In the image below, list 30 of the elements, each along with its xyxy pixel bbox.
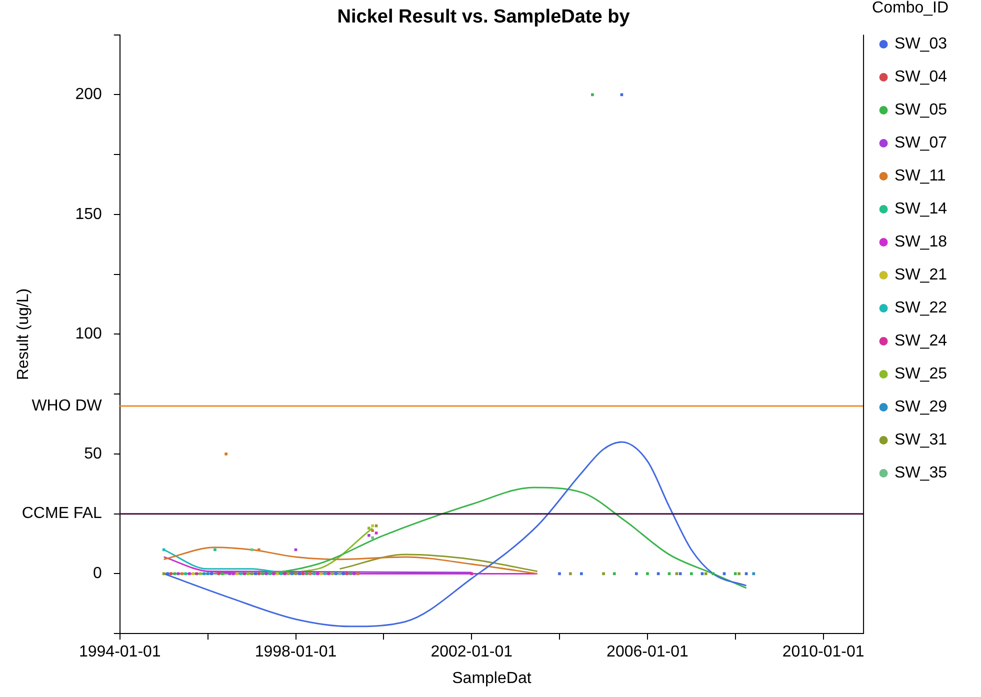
legend-label: SW_11 [894, 168, 946, 185]
x-tick-label: 2010-01-01 [782, 644, 864, 661]
y-tick-label: 200 [75, 86, 102, 104]
legend-label: SW_07 [894, 134, 948, 152]
ref-line-label: WHO DW [32, 397, 103, 414]
y-axis-title: Result (ug/L) [15, 288, 32, 380]
legend-label: SW_22 [894, 300, 948, 317]
chart-title: Nickel Result vs. SampleDate by [337, 6, 630, 28]
legend-label: SW_29 [894, 398, 948, 416]
legend-label: SW_03 [894, 36, 948, 53]
legend-label: SW_14 [894, 200, 948, 218]
x-tick-label: 2006-01-01 [606, 644, 688, 661]
legend-label: SW_24 [894, 332, 948, 350]
ref-line-label: CCME FAL [22, 505, 102, 522]
legend-label: SW_25 [894, 366, 948, 383]
legend-label: SW_18 [894, 234, 948, 251]
x-tick-label: 2002-01-01 [430, 644, 513, 661]
legend-label: SW_04 [894, 68, 948, 86]
x-axis-title: SampleDat [452, 670, 532, 687]
y-tick-label: 0 [92, 565, 102, 582]
legend-title: Combo_ID [872, 0, 949, 16]
legend-label: SW_31 [894, 432, 948, 449]
x-tick-label: 1998-01-01 [254, 644, 337, 661]
y-tick-label: 50 [84, 445, 102, 462]
y-tick-label: 150 [75, 206, 102, 223]
legend-label: SW_21 [894, 266, 948, 284]
legend-label: SW_35 [894, 464, 948, 482]
x-tick-label: 1994-01-01 [78, 644, 161, 661]
legend-label: SW_05 [894, 102, 948, 119]
y-tick-label: 100 [75, 326, 102, 343]
